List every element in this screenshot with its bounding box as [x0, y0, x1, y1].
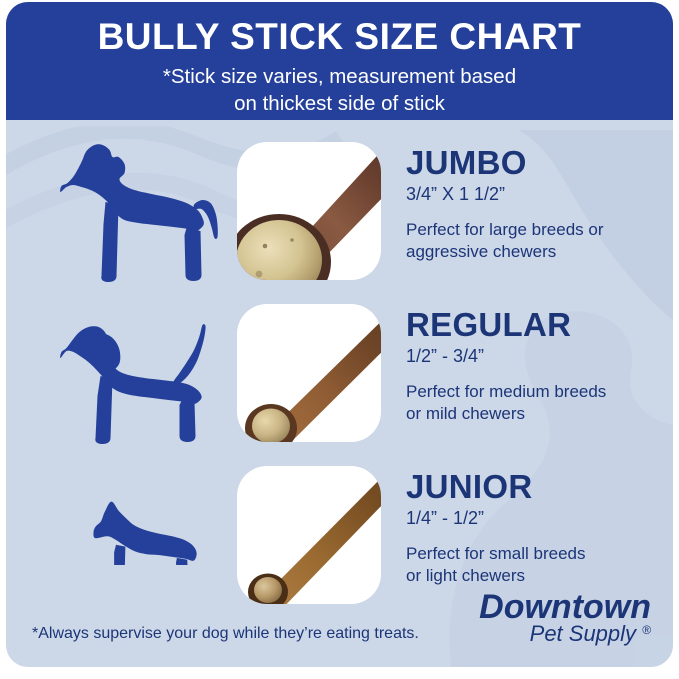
svg-text:Pet Supply ®: Pet Supply ® — [530, 621, 652, 646]
